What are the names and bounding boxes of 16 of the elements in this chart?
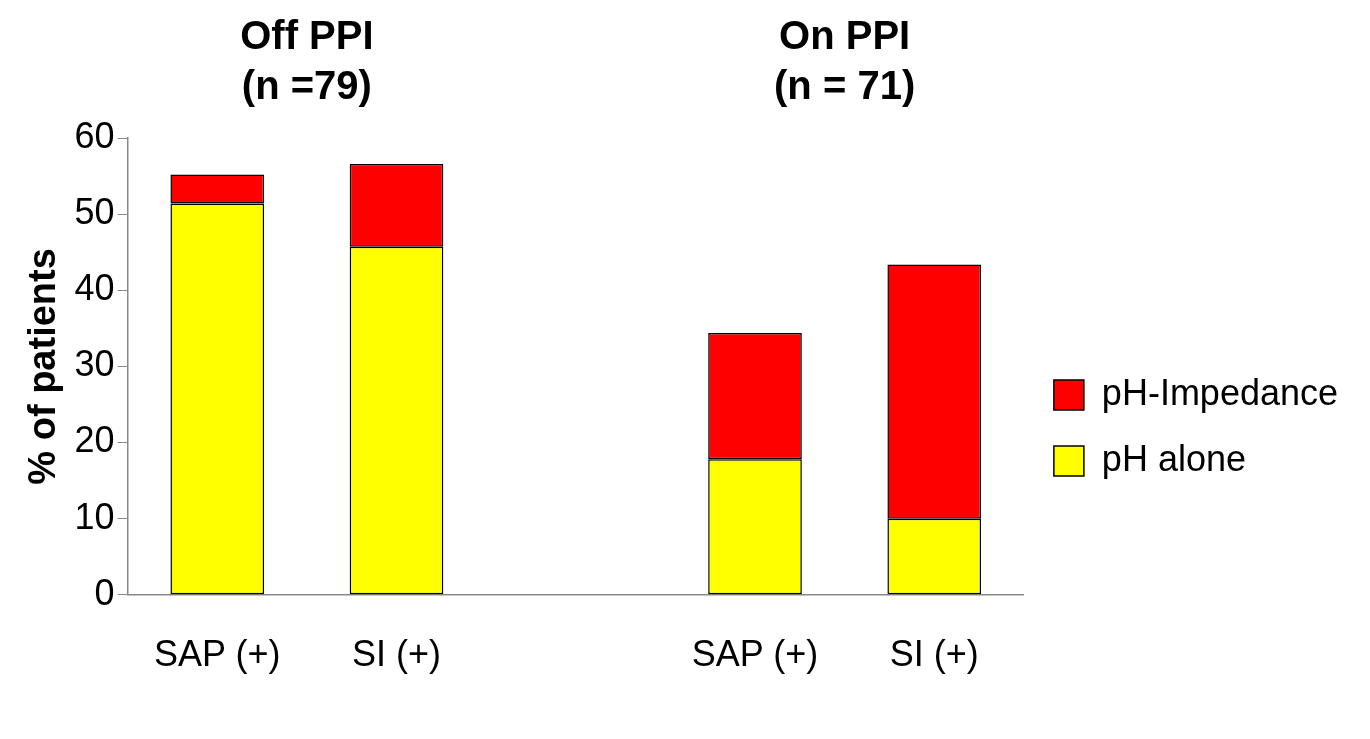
x-tick-label: SAP (+) <box>154 633 281 675</box>
legend-label: pH-Impedance <box>1101 371 1339 413</box>
y-tick-label: 0 <box>94 571 115 613</box>
y-tick-label: 30 <box>74 343 115 385</box>
y-axis-title: % of patients <box>21 248 64 485</box>
x-tick-label: SI (+) <box>352 633 442 675</box>
y-tick-label: 50 <box>74 191 115 233</box>
text: On PPI (n = 71) <box>774 13 916 108</box>
text: Off PPI (n =79) <box>240 13 374 108</box>
x-tick-label: SI (+) <box>889 633 979 675</box>
legend-label: pH alone <box>1101 437 1246 479</box>
y-tick-label: 40 <box>74 267 115 309</box>
y-tick-label: 60 <box>74 114 115 156</box>
x-tick-label: SAP (+) <box>691 633 819 675</box>
y-tick-label: 20 <box>74 419 115 461</box>
y-tick-label: 10 <box>74 495 115 537</box>
